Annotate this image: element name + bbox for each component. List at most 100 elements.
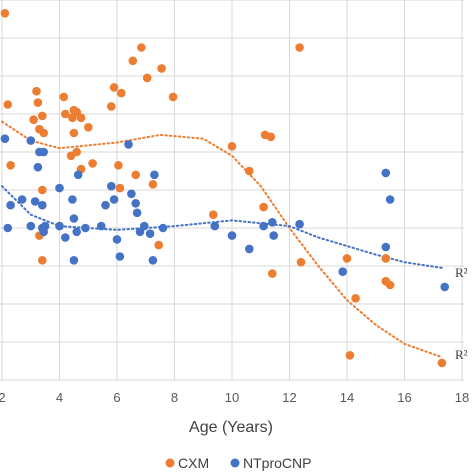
point-cxm <box>107 102 116 111</box>
point-ntprocnp <box>131 199 140 208</box>
point-ntprocnp <box>68 195 77 204</box>
point-ntprocnp <box>295 219 304 229</box>
point-cxm <box>345 351 355 360</box>
legend: CXM NTproCNP <box>165 455 311 471</box>
point-ntprocnp <box>210 221 220 231</box>
x-tick-label: 16 <box>397 390 411 405</box>
point-ntprocnp <box>101 200 110 210</box>
point-cxm <box>259 202 268 212</box>
data-points <box>0 9 450 368</box>
point-ntprocnp <box>26 136 36 145</box>
point-cxm <box>3 100 13 109</box>
trendline-label: R² <box>455 265 468 280</box>
point-ntprocnp <box>69 255 79 265</box>
trendline-label: R² <box>455 347 468 362</box>
point-ntprocnp <box>26 221 36 231</box>
x-tick-label: 2 <box>0 390 6 405</box>
point-ntprocnp <box>33 162 43 172</box>
point-ntprocnp <box>81 223 90 233</box>
point-cxm <box>0 9 10 18</box>
point-cxm <box>29 115 38 124</box>
legend-label-cxm: CXM <box>178 455 209 471</box>
point-ntprocnp <box>38 200 47 210</box>
point-cxm <box>76 113 86 123</box>
point-ntprocnp <box>385 195 395 204</box>
point-cxm <box>84 123 93 132</box>
point-ntprocnp <box>112 235 122 244</box>
x-tick-label: 14 <box>340 390 354 405</box>
point-cxm <box>69 128 79 138</box>
point-cxm <box>109 83 119 92</box>
x-tick-label: 18 <box>455 390 469 405</box>
point-ntprocnp <box>39 147 48 157</box>
point-cxm <box>137 43 146 52</box>
point-ntprocnp <box>381 168 391 178</box>
x-tick-label: 8 <box>171 390 178 405</box>
point-ntprocnp <box>150 170 159 180</box>
point-cxm <box>88 159 97 168</box>
legend-marker-cxm <box>165 458 175 468</box>
point-ntprocnp <box>3 223 13 233</box>
point-ntprocnp <box>268 218 277 227</box>
point-ntprocnp <box>39 227 48 237</box>
x-tick-label: 12 <box>282 390 296 405</box>
point-cxm <box>157 64 166 73</box>
point-ntprocnp <box>140 221 149 231</box>
point-ntprocnp <box>381 242 391 252</box>
point-ntprocnp <box>269 231 279 240</box>
point-ntprocnp <box>338 267 348 277</box>
point-cxm <box>32 86 41 96</box>
point-cxm <box>351 294 360 303</box>
point-ntprocnp <box>127 189 136 199</box>
point-ntprocnp <box>73 170 83 180</box>
point-ntprocnp <box>158 223 168 233</box>
point-ntprocnp <box>72 227 81 237</box>
point-cxm <box>227 142 237 151</box>
point-cxm <box>268 269 277 278</box>
point-cxm <box>154 240 163 250</box>
point-cxm <box>128 56 138 66</box>
point-cxm <box>245 166 254 176</box>
point-ntprocnp <box>6 200 15 210</box>
point-cxm <box>66 151 76 161</box>
point-cxm <box>168 92 178 102</box>
point-cxm <box>115 183 125 193</box>
point-cxm <box>437 358 447 368</box>
point-ntprocnp <box>124 140 133 149</box>
point-cxm <box>295 43 304 52</box>
point-cxm <box>342 254 352 263</box>
point-cxm <box>266 132 276 142</box>
point-ntprocnp <box>61 233 70 242</box>
x-tick-label: 6 <box>113 390 120 405</box>
point-cxm <box>114 161 123 170</box>
point-cxm <box>385 280 395 290</box>
x-axis-title: Age (Years) <box>189 419 273 436</box>
point-cxm <box>131 170 140 180</box>
point-ntprocnp <box>107 181 116 191</box>
point-cxm <box>117 88 126 98</box>
trendline-labels: R² R² <box>455 265 468 362</box>
grid-lines <box>0 0 464 381</box>
point-cxm <box>59 92 69 102</box>
point-ntprocnp <box>69 214 79 223</box>
point-cxm <box>33 98 43 107</box>
point-cxm <box>6 161 15 170</box>
point-ntprocnp <box>145 229 155 238</box>
point-ntprocnp <box>132 208 142 218</box>
point-ntprocnp <box>259 221 268 231</box>
point-ntprocnp <box>440 282 450 292</box>
point-ntprocnp <box>115 252 125 261</box>
point-cxm <box>148 180 158 189</box>
point-ntprocnp <box>245 244 254 254</box>
point-ntprocnp <box>148 255 158 265</box>
point-ntprocnp <box>55 221 64 231</box>
point-cxm <box>39 128 48 138</box>
legend-label-ntprocnp: NTproCNP <box>243 455 311 471</box>
point-ntprocnp <box>227 231 237 240</box>
point-cxm <box>142 73 152 83</box>
point-cxm <box>38 111 47 121</box>
point-ntprocnp <box>0 134 10 143</box>
legend-marker-ntprocnp <box>230 458 240 468</box>
point-ntprocnp <box>30 197 40 206</box>
